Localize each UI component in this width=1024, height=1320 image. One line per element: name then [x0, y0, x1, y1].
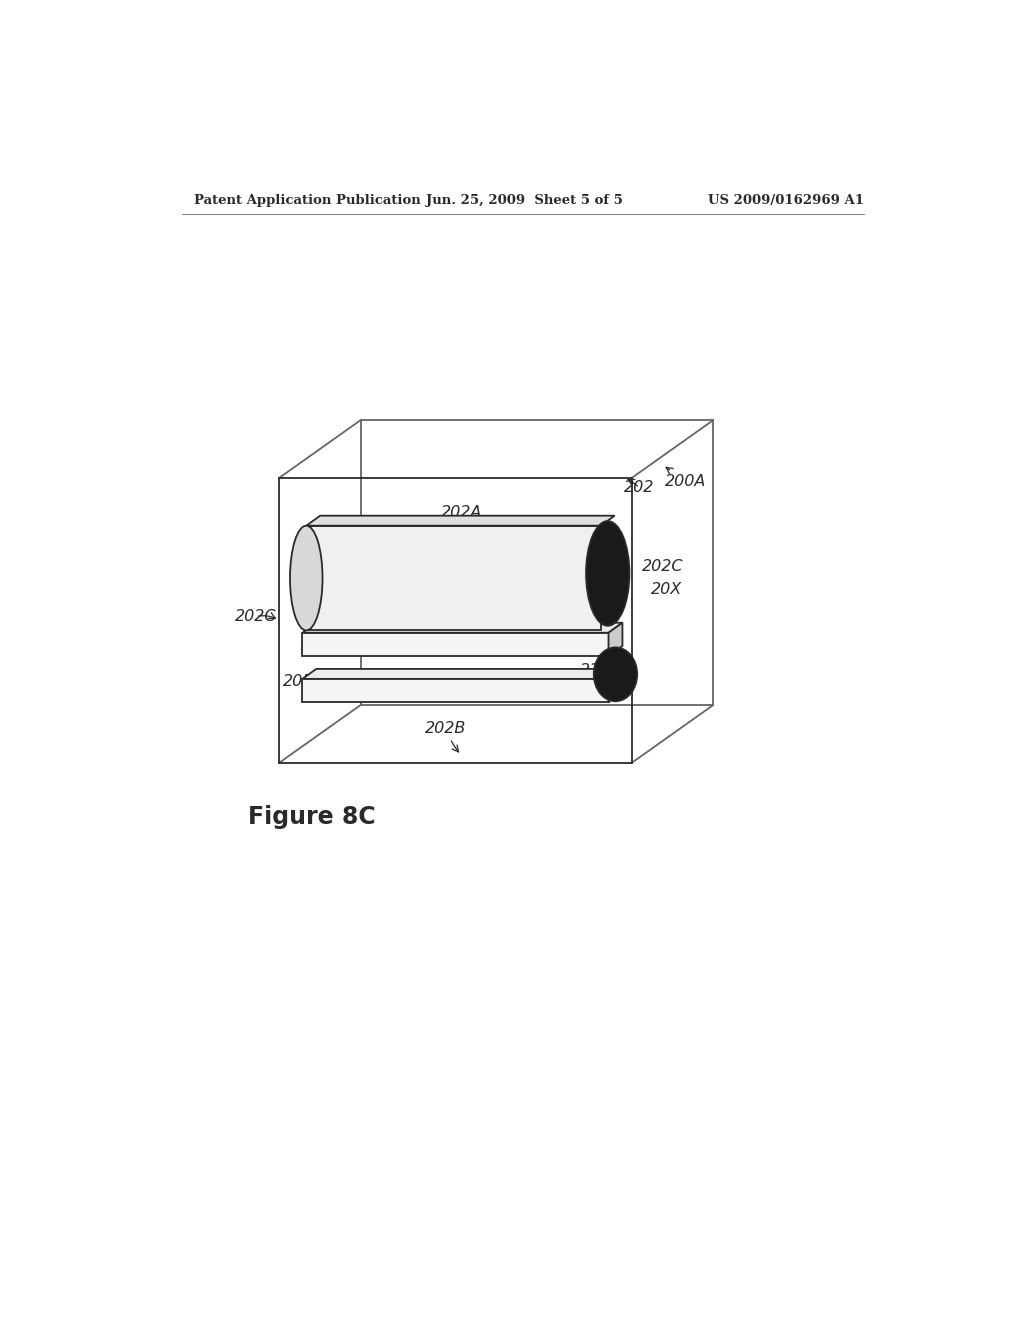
Ellipse shape: [594, 647, 637, 701]
Ellipse shape: [586, 521, 630, 626]
Polygon shape: [306, 525, 601, 631]
Polygon shape: [302, 678, 608, 702]
Polygon shape: [608, 623, 623, 656]
Polygon shape: [306, 516, 614, 525]
Text: US 2009/0162969 A1: US 2009/0162969 A1: [709, 194, 864, 207]
Text: 202: 202: [625, 479, 654, 495]
Text: 202C: 202C: [642, 558, 683, 574]
Polygon shape: [302, 632, 608, 656]
Text: 202B: 202B: [425, 721, 467, 752]
Text: 202C: 202C: [236, 609, 276, 624]
Polygon shape: [302, 669, 623, 678]
Text: 20X: 20X: [651, 582, 682, 597]
Polygon shape: [302, 623, 623, 632]
Polygon shape: [608, 669, 623, 702]
Text: 200A: 200A: [666, 467, 707, 490]
Ellipse shape: [290, 525, 323, 631]
Text: Patent Application Publication: Patent Application Publication: [194, 194, 421, 207]
Text: Jun. 25, 2009  Sheet 5 of 5: Jun. 25, 2009 Sheet 5 of 5: [426, 194, 624, 207]
Text: 214A: 214A: [336, 536, 377, 556]
Text: 214B: 214B: [580, 657, 622, 678]
Text: 202A: 202A: [440, 506, 482, 533]
Text: 206A: 206A: [410, 565, 451, 597]
Text: 206B: 206B: [495, 671, 537, 693]
Text: 205: 205: [284, 675, 313, 689]
Text: Figure 8C: Figure 8C: [248, 805, 376, 829]
